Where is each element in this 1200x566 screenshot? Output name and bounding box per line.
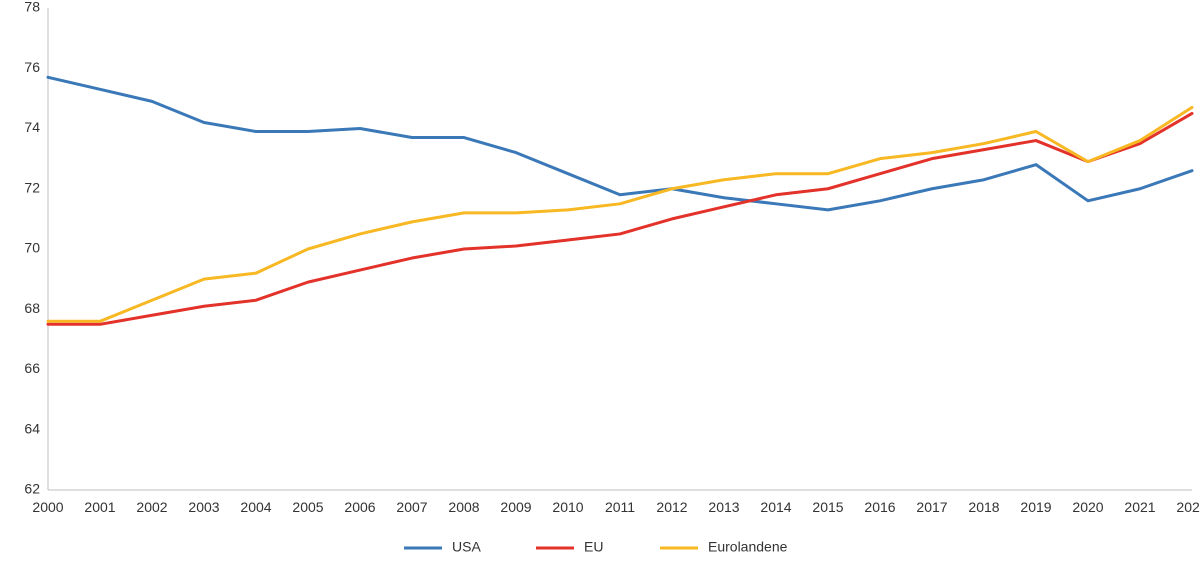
x-tick-label: 2015: [812, 499, 843, 515]
y-tick-label: 64: [24, 420, 40, 436]
y-tick-label: 68: [24, 300, 40, 316]
x-tick-label: 2003: [188, 499, 219, 515]
x-tick-label: 2022: [1176, 499, 1200, 515]
y-tick-label: 72: [24, 179, 40, 195]
x-tick-label: 2005: [292, 499, 323, 515]
y-tick-label: 66: [24, 360, 40, 376]
x-tick-label: 2001: [84, 499, 115, 515]
series-eurolandene: [48, 107, 1192, 321]
x-tick-label: 2020: [1072, 499, 1103, 515]
x-tick-label: 2019: [1020, 499, 1051, 515]
x-tick-label: 2013: [708, 499, 739, 515]
x-tick-label: 2017: [916, 499, 947, 515]
legend-label-eu: EU: [584, 539, 603, 555]
x-tick-label: 2021: [1124, 499, 1155, 515]
x-tick-label: 2004: [240, 499, 271, 515]
x-tick-label: 2014: [760, 499, 791, 515]
line-chart: 62 64 66 68 70 72 74 76 78 2000 2001 2002 2003 2004 20…: [0, 0, 1200, 566]
x-tick-label: 2012: [656, 499, 687, 515]
x-tick-label: 2007: [396, 499, 427, 515]
x-tick-label: 2009: [500, 499, 531, 515]
x-tick-label: 2018: [968, 499, 999, 515]
y-tick-label: 70: [24, 240, 40, 256]
x-tick-label: 2010: [552, 499, 583, 515]
x-tick-label: 2002: [136, 499, 167, 515]
y-tick-label: 78: [24, 0, 40, 15]
legend-label-usa: USA: [452, 539, 481, 555]
x-tick-label: 2000: [32, 499, 63, 515]
y-tick-label: 74: [24, 119, 40, 135]
y-tick-label: 76: [24, 59, 40, 75]
y-tick-label: 62: [24, 481, 40, 497]
x-tick-label: 2011: [605, 499, 635, 515]
legend-label-eurolandene: Eurolandene: [708, 539, 788, 555]
x-tick-label: 2016: [864, 499, 895, 515]
x-tick-label: 2008: [448, 499, 479, 515]
series-eu: [48, 113, 1192, 324]
chart-svg: 62 64 66 68 70 72 74 76 78 2000 2001 2002 2003 2004 20…: [0, 0, 1200, 566]
x-tick-label: 2006: [344, 499, 375, 515]
